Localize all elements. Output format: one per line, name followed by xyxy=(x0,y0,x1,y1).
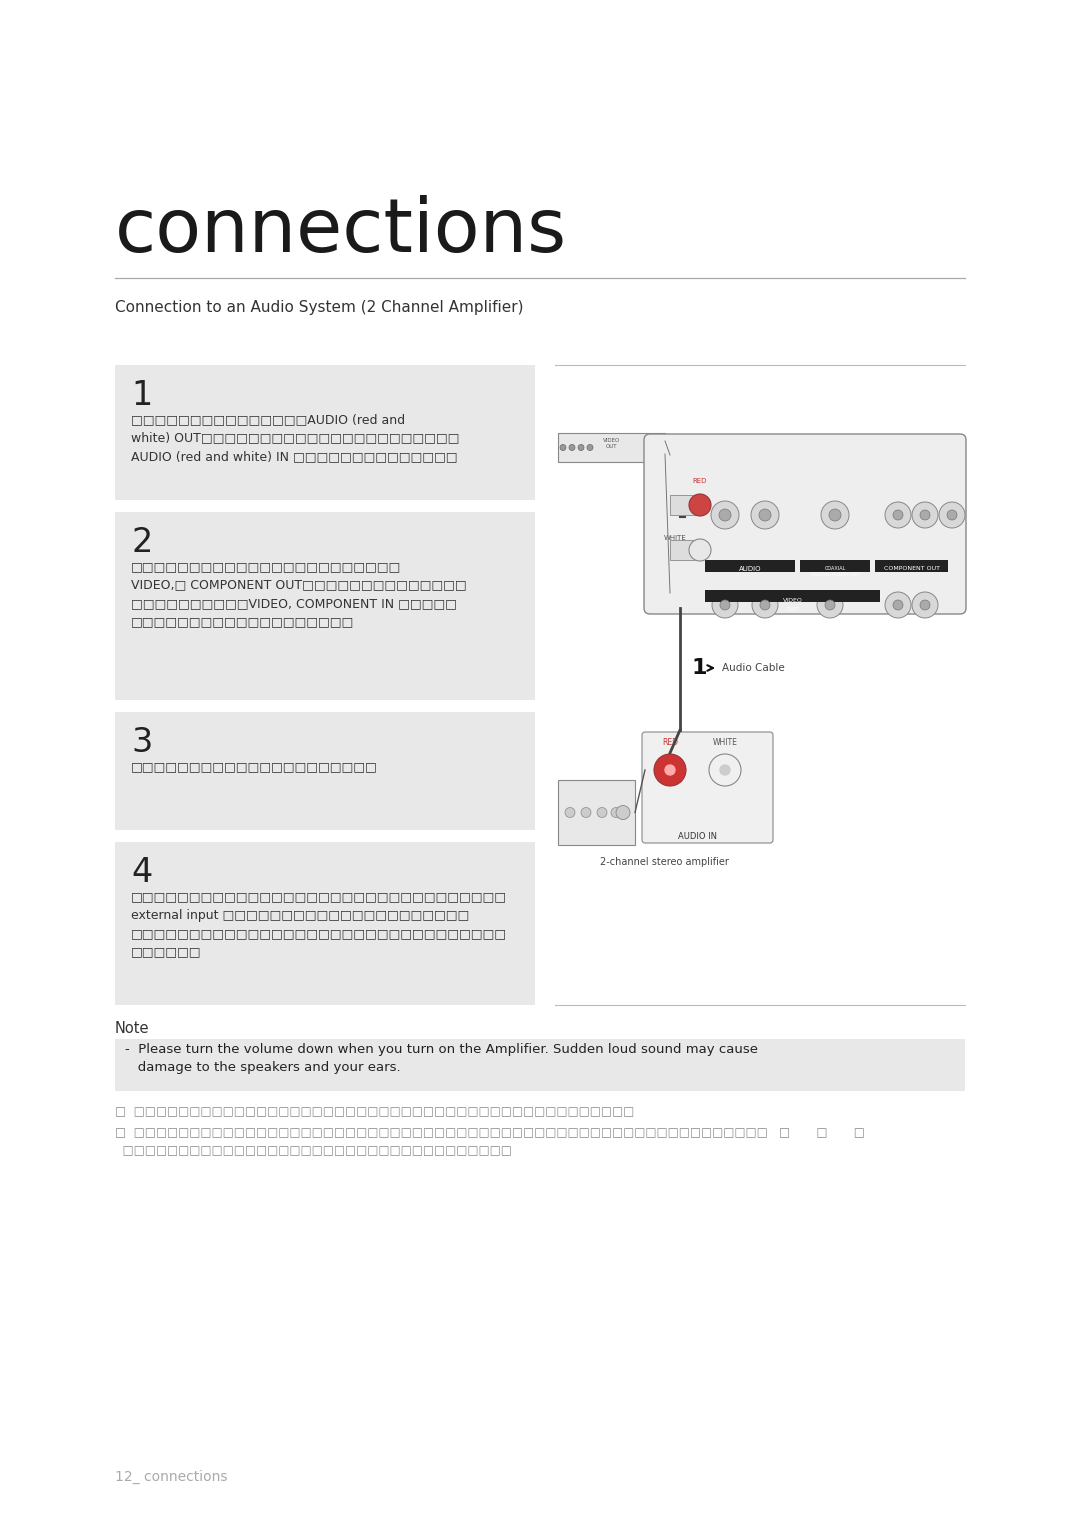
Text: Note: Note xyxy=(114,1022,149,1035)
Circle shape xyxy=(569,444,575,450)
Text: 4: 4 xyxy=(131,857,152,889)
Circle shape xyxy=(597,808,607,817)
Circle shape xyxy=(912,502,939,528)
Text: □□□□□□□□□□□□□□□□□□□□□□□□□□□□□□□□□□□: □□□□□□□□□□□□□□□□□□□□□□□□□□□□□□□□□□□ xyxy=(114,1144,512,1157)
Text: □  □□□□□□□□□□□□□□□□□□□□□□□□□□□□□□□□□□□□□□□□□□□□□: □ □□□□□□□□□□□□□□□□□□□□□□□□□□□□□□□□□□□□□□… xyxy=(114,1106,634,1118)
Text: 2: 2 xyxy=(131,525,152,559)
Text: VIDEO
OUT: VIDEO OUT xyxy=(603,438,620,449)
Text: AUDIO: AUDIO xyxy=(739,567,761,573)
Circle shape xyxy=(720,600,730,609)
Bar xyxy=(670,541,698,560)
Text: OUT: OUT xyxy=(786,608,799,612)
Bar xyxy=(800,560,870,573)
Text: □□□□□□□□□□□□□□□AUDIO (red and
white) OUT□□□□□□□□□□□□□□□□□□□□□□
AUDIO (red and wh: □□□□□□□□□□□□□□□AUDIO (red and white) OUT… xyxy=(131,412,459,463)
Circle shape xyxy=(689,495,711,516)
Circle shape xyxy=(885,592,912,618)
Circle shape xyxy=(611,808,621,817)
Text: □  □□□□□□□□□□□□□□□□□□□□□□□□□□□□□□□□□□□□□□□□□□□□□□□□□□□□□□□□□   □       □       □: □ □□□□□□□□□□□□□□□□□□□□□□□□□□□□□□□□□□□□□□… xyxy=(114,1125,865,1139)
Text: COAXIAL
DIGITAL AUDIO OUT: COAXIAL DIGITAL AUDIO OUT xyxy=(811,567,860,577)
Circle shape xyxy=(654,754,686,786)
Circle shape xyxy=(719,508,731,521)
Circle shape xyxy=(939,502,966,528)
Circle shape xyxy=(829,508,841,521)
Text: RED: RED xyxy=(692,478,707,484)
FancyBboxPatch shape xyxy=(644,434,966,614)
Circle shape xyxy=(720,765,730,776)
Circle shape xyxy=(947,510,957,521)
Circle shape xyxy=(712,592,738,618)
Circle shape xyxy=(616,806,630,820)
Text: 3: 3 xyxy=(131,725,152,759)
Bar xyxy=(670,495,698,515)
Bar xyxy=(705,589,880,602)
Circle shape xyxy=(920,510,930,521)
Bar xyxy=(114,1038,966,1090)
Text: □□□□□□□□□□□□□□□□□□□□□: □□□□□□□□□□□□□□□□□□□□□ xyxy=(131,760,378,773)
Circle shape xyxy=(816,592,843,618)
Text: □□□□□□□□□□□□□□□□□□□□□□□□□□□□□□□□
external input □□□□□□□□□□□□□□□□□□□□□
□□□□□□□□□□: □□□□□□□□□□□□□□□□□□□□□□□□□□□□□□□□ externa… xyxy=(131,890,507,959)
Text: Connection to an Audio System (2 Channel Amplifier): Connection to an Audio System (2 Channel… xyxy=(114,299,524,315)
Circle shape xyxy=(588,444,593,450)
Text: 1: 1 xyxy=(692,658,707,678)
Text: WHITE: WHITE xyxy=(713,738,738,747)
Circle shape xyxy=(581,808,591,817)
Circle shape xyxy=(561,444,566,450)
Circle shape xyxy=(759,508,771,521)
Text: AUDIO IN: AUDIO IN xyxy=(678,832,717,841)
Text: connections: connections xyxy=(114,195,567,269)
Circle shape xyxy=(893,510,903,521)
Bar xyxy=(875,560,948,573)
Bar xyxy=(114,512,535,699)
Bar xyxy=(114,712,535,831)
Circle shape xyxy=(920,600,930,609)
Circle shape xyxy=(912,592,939,618)
Circle shape xyxy=(665,765,675,776)
Circle shape xyxy=(689,539,711,560)
Circle shape xyxy=(565,808,575,817)
Circle shape xyxy=(578,444,584,450)
Circle shape xyxy=(760,600,770,609)
Bar xyxy=(114,365,535,499)
Circle shape xyxy=(821,501,849,528)
Text: 1: 1 xyxy=(131,379,152,412)
Text: 12_ connections: 12_ connections xyxy=(114,1471,228,1484)
Circle shape xyxy=(893,600,903,609)
Bar xyxy=(114,841,535,1005)
Text: VIDEO: VIDEO xyxy=(783,599,802,603)
Circle shape xyxy=(711,501,739,528)
Circle shape xyxy=(825,600,835,609)
FancyBboxPatch shape xyxy=(642,731,773,843)
Bar xyxy=(558,780,635,844)
Bar xyxy=(705,560,795,573)
Bar xyxy=(558,434,665,463)
Circle shape xyxy=(752,592,778,618)
Text: Audio Cable: Audio Cable xyxy=(723,663,785,673)
Text: -  Please turn the volume down when you turn on the Amplifier. Sudden loud sound: - Please turn the volume down when you t… xyxy=(125,1043,758,1075)
Text: □□□□□□□□□□□□□□□□□□□□□□□
VIDEO,□ COMPONENT OUT□□□□□□□□□□□□□□
□□□□□□□□□□VIDEO, COM: □□□□□□□□□□□□□□□□□□□□□□□ VIDEO,□ COMPONEN… xyxy=(131,560,467,629)
Circle shape xyxy=(708,754,741,786)
Text: 2-channel stereo amplifier: 2-channel stereo amplifier xyxy=(599,857,728,867)
Text: WHITE: WHITE xyxy=(663,534,687,541)
Text: RED: RED xyxy=(662,738,678,747)
Circle shape xyxy=(885,502,912,528)
Text: COMPONENT OUT: COMPONENT OUT xyxy=(883,567,940,571)
Circle shape xyxy=(751,501,779,528)
